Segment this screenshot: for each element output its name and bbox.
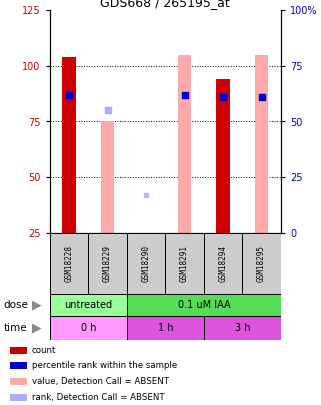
Bar <box>50 316 127 340</box>
Point <box>221 94 226 100</box>
Text: GSM18291: GSM18291 <box>180 245 189 282</box>
Bar <box>10 394 27 401</box>
Text: rank, Detection Call = ABSENT: rank, Detection Call = ABSENT <box>32 393 164 402</box>
Bar <box>127 233 165 294</box>
Point <box>259 94 264 100</box>
Text: GSM18294: GSM18294 <box>219 245 228 282</box>
Bar <box>165 233 204 294</box>
Text: count: count <box>32 345 56 354</box>
Bar <box>62 57 76 233</box>
Bar <box>216 79 230 233</box>
Bar <box>255 55 268 233</box>
Text: GSM18290: GSM18290 <box>142 245 151 282</box>
Title: GDS668 / 265195_at: GDS668 / 265195_at <box>100 0 230 9</box>
Bar <box>242 233 281 294</box>
Point <box>182 92 187 98</box>
Bar <box>10 347 27 354</box>
Text: time: time <box>3 323 27 333</box>
Text: untreated: untreated <box>64 300 112 310</box>
Bar <box>10 362 27 369</box>
Bar <box>204 316 281 340</box>
Bar <box>88 233 127 294</box>
Bar <box>50 294 127 316</box>
Text: 0 h: 0 h <box>81 323 96 333</box>
Text: 1 h: 1 h <box>158 323 173 333</box>
Text: ▶: ▶ <box>32 322 42 335</box>
Bar <box>127 316 204 340</box>
Text: GSM18228: GSM18228 <box>65 245 74 282</box>
Bar <box>127 294 281 316</box>
Bar <box>101 122 114 233</box>
Text: 3 h: 3 h <box>235 323 250 333</box>
Text: dose: dose <box>3 300 28 310</box>
Text: GSM18229: GSM18229 <box>103 245 112 282</box>
Point <box>105 107 110 113</box>
Text: ▶: ▶ <box>32 298 42 311</box>
Bar <box>204 233 242 294</box>
Text: GSM18295: GSM18295 <box>257 245 266 282</box>
Bar <box>178 55 191 233</box>
Text: value, Detection Call = ABSENT: value, Detection Call = ABSENT <box>32 377 169 386</box>
Text: 0.1 uM IAA: 0.1 uM IAA <box>178 300 230 310</box>
Bar <box>10 378 27 385</box>
Point <box>143 192 149 198</box>
Bar <box>50 233 88 294</box>
Point <box>66 92 72 98</box>
Text: percentile rank within the sample: percentile rank within the sample <box>32 361 177 370</box>
